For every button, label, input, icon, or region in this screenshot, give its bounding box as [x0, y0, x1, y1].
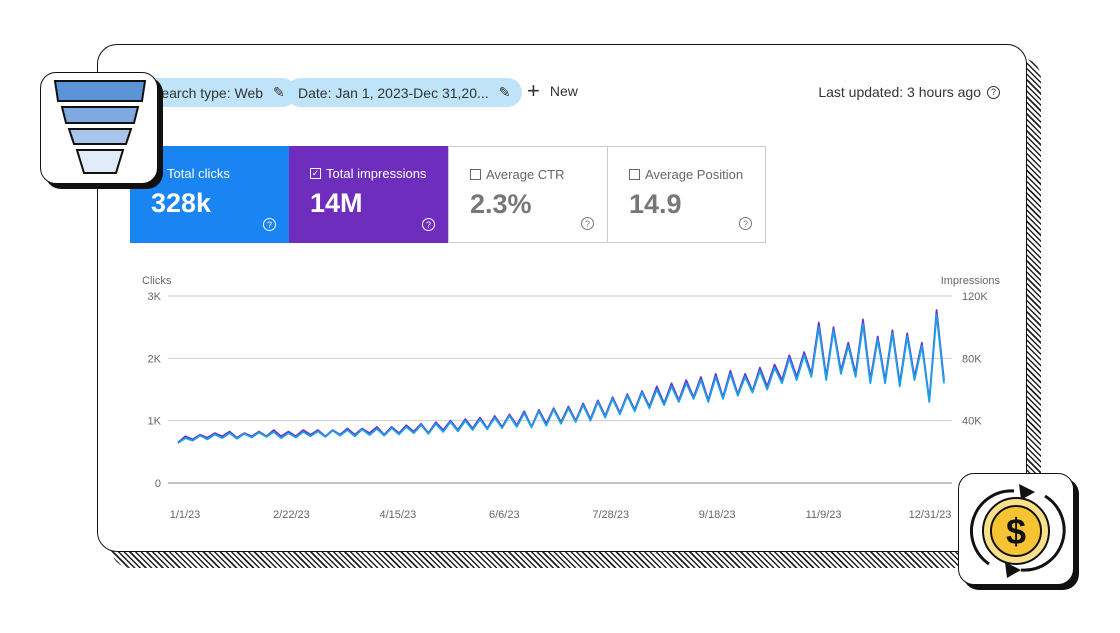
date-label: Date: Jan 1, 2023-Dec 31,20... — [298, 84, 489, 101]
metric-value: 328k — [151, 188, 212, 218]
right-tick-label: 80K — [962, 353, 982, 365]
search-type-label: Search type: Web — [152, 84, 264, 101]
date-filter-chip[interactable]: Date: Jan 1, 2023-Dec 31,20... ✎ — [286, 78, 523, 107]
left-tick-label: 3K — [148, 291, 162, 303]
help-circle-icon[interactable]: ? — [422, 218, 435, 231]
metric-average-ctr[interactable]: Average CTR 2.3% ? — [448, 146, 607, 243]
metric-label: Average Position — [645, 167, 744, 182]
series-line-clicks — [177, 313, 945, 444]
x-tick-label: 4/15/23 — [380, 509, 417, 521]
help-circle-icon[interactable]: ? — [263, 218, 276, 231]
new-filter-button[interactable]: + New — [527, 78, 578, 103]
checkbox[interactable] — [470, 169, 481, 180]
checkbox[interactable]: ✓ — [310, 168, 321, 179]
performance-card — [97, 44, 1027, 552]
funnel-icon — [40, 72, 158, 184]
metric-total-impressions[interactable]: ✓ Total impressions 14M ? — [289, 146, 448, 243]
help-circle-icon[interactable]: ? — [581, 217, 594, 230]
metric-label: Average CTR — [486, 167, 565, 182]
metric-value: 2.3% — [470, 189, 532, 219]
left-tick-label: 2K — [148, 353, 162, 365]
last-updated-text: Last updated: 3 hours ago — [818, 84, 981, 100]
left-axis-label: Clicks — [142, 275, 172, 287]
metric-value: 14.9 — [629, 189, 682, 219]
help-circle-icon[interactable]: ? — [739, 217, 752, 230]
search-type-filter-chip[interactable]: Search type: Web ✎ — [140, 78, 297, 107]
metric-average-position[interactable]: Average Position 14.9 ? — [607, 146, 766, 243]
left-tick-label: 1K — [148, 416, 162, 428]
plus-icon: + — [527, 78, 540, 103]
x-tick-label: 12/31/23 — [909, 509, 952, 521]
pencil-icon: ✎ — [273, 84, 285, 100]
right-tick-label: 120K — [962, 291, 988, 303]
last-updated: Last updated: 3 hours ago? — [818, 84, 1000, 100]
checkbox[interactable] — [629, 169, 640, 180]
svg-text:$: $ — [1006, 511, 1026, 552]
pencil-icon: ✎ — [498, 84, 511, 100]
right-tick-label: 40K — [962, 416, 982, 428]
new-label: New — [549, 83, 578, 99]
dollar-cycle-icon: $ — [958, 473, 1074, 585]
right-axis-label: Impressions — [941, 275, 1001, 287]
metric-value: 14M — [310, 188, 363, 218]
x-tick-label: 2/22/23 — [273, 509, 310, 521]
x-tick-label: 9/18/23 — [699, 509, 736, 521]
x-tick-label: 1/1/23 — [170, 509, 201, 521]
metric-label: Total clicks — [167, 166, 230, 181]
x-tick-label: 6/6/23 — [489, 509, 520, 521]
metric-label: Total impressions — [326, 166, 427, 181]
x-tick-label: 11/9/23 — [806, 509, 842, 521]
help-circle-icon[interactable]: ? — [987, 85, 1000, 99]
x-tick-label: 7/28/23 — [592, 509, 629, 521]
left-tick-label: 0 — [155, 478, 161, 490]
